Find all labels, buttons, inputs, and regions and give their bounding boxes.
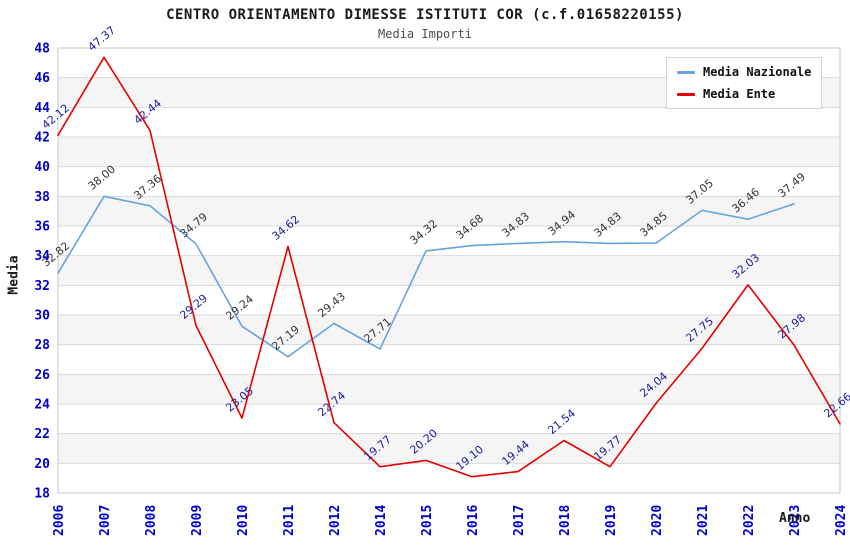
legend-label-media-ente: Media Ente <box>703 87 776 101</box>
plot-band <box>58 315 840 345</box>
y-tick-label: 24 <box>34 398 50 413</box>
y-tick-label: 30 <box>34 309 50 324</box>
y-tick-label: 26 <box>34 368 50 383</box>
plot-band <box>58 285 840 315</box>
chart-subtitle: Media Importi <box>378 27 472 41</box>
plot-band <box>58 255 840 286</box>
y-tick-label: 42 <box>34 131 50 146</box>
y-tick-label: 22 <box>34 427 50 442</box>
y-tick-label: 32 <box>34 279 50 294</box>
x-tick-label: 2023 <box>788 505 803 536</box>
y-tick-label: 28 <box>34 338 50 353</box>
y-tick-label: 20 <box>34 457 50 472</box>
x-tick-label: 2018 <box>558 505 573 536</box>
x-tick-label: 2009 <box>190 505 205 536</box>
legend-label-media-nazionale: Media Nazionale <box>703 65 812 79</box>
plot-band <box>58 196 840 226</box>
x-axis-title: Anno <box>779 511 811 526</box>
x-tick-label: 2007 <box>98 505 113 536</box>
x-tick-label: 2010 <box>236 505 251 536</box>
x-tick-label: 2021 <box>696 505 711 536</box>
y-tick-label: 44 <box>34 101 50 116</box>
series-line-media-ente <box>57 56 841 478</box>
x-tick-label: 2019 <box>604 505 619 536</box>
x-tick-label: 2008 <box>144 505 159 536</box>
x-tick-label: 2017 <box>512 505 527 536</box>
y-tick-label: 36 <box>34 220 50 235</box>
y-tick-label: 34 <box>34 249 50 264</box>
x-tick-label: 2012 <box>328 505 343 536</box>
legend-item-media-ente: Media Ente <box>677 87 811 101</box>
chart-title: CENTRO ORIENTAMENTO DIMESSE ISTITUTI COR… <box>166 7 684 23</box>
series-line-media-nazionale <box>57 195 795 358</box>
plot-band <box>58 107 840 137</box>
plot-band <box>58 433 840 464</box>
legend-swatch-media-nazionale <box>677 70 695 74</box>
x-tick-label: 2011 <box>282 505 297 536</box>
plot-band <box>58 137 840 167</box>
plot-border <box>57 47 841 494</box>
y-tick-label: 46 <box>34 71 50 86</box>
y-tick-label: 38 <box>34 190 50 205</box>
x-tick-label: 2014 <box>374 505 389 536</box>
plot-band <box>58 226 840 256</box>
x-tick-label: 2006 <box>52 505 67 536</box>
y-tick-label: 18 <box>34 487 50 502</box>
legend-box: Media Nazionale Media Ente <box>666 57 823 109</box>
x-tick-label: 2022 <box>742 505 757 536</box>
y-tick-label: 48 <box>34 42 50 57</box>
y-tick-label: 40 <box>34 160 50 175</box>
x-tick-label: 2016 <box>466 505 481 536</box>
legend-item-media-nazionale: Media Nazionale <box>677 65 811 79</box>
legend-swatch-media-ente <box>677 92 695 96</box>
x-tick-label: 2015 <box>420 505 435 536</box>
plot-band <box>58 374 840 404</box>
plot-band <box>58 344 840 375</box>
plot-band <box>58 404 840 434</box>
plot-band <box>58 166 840 197</box>
x-tick-label: 2024 <box>834 505 849 536</box>
y-axis-title: Media <box>6 255 22 295</box>
x-tick-label: 2020 <box>650 505 665 536</box>
